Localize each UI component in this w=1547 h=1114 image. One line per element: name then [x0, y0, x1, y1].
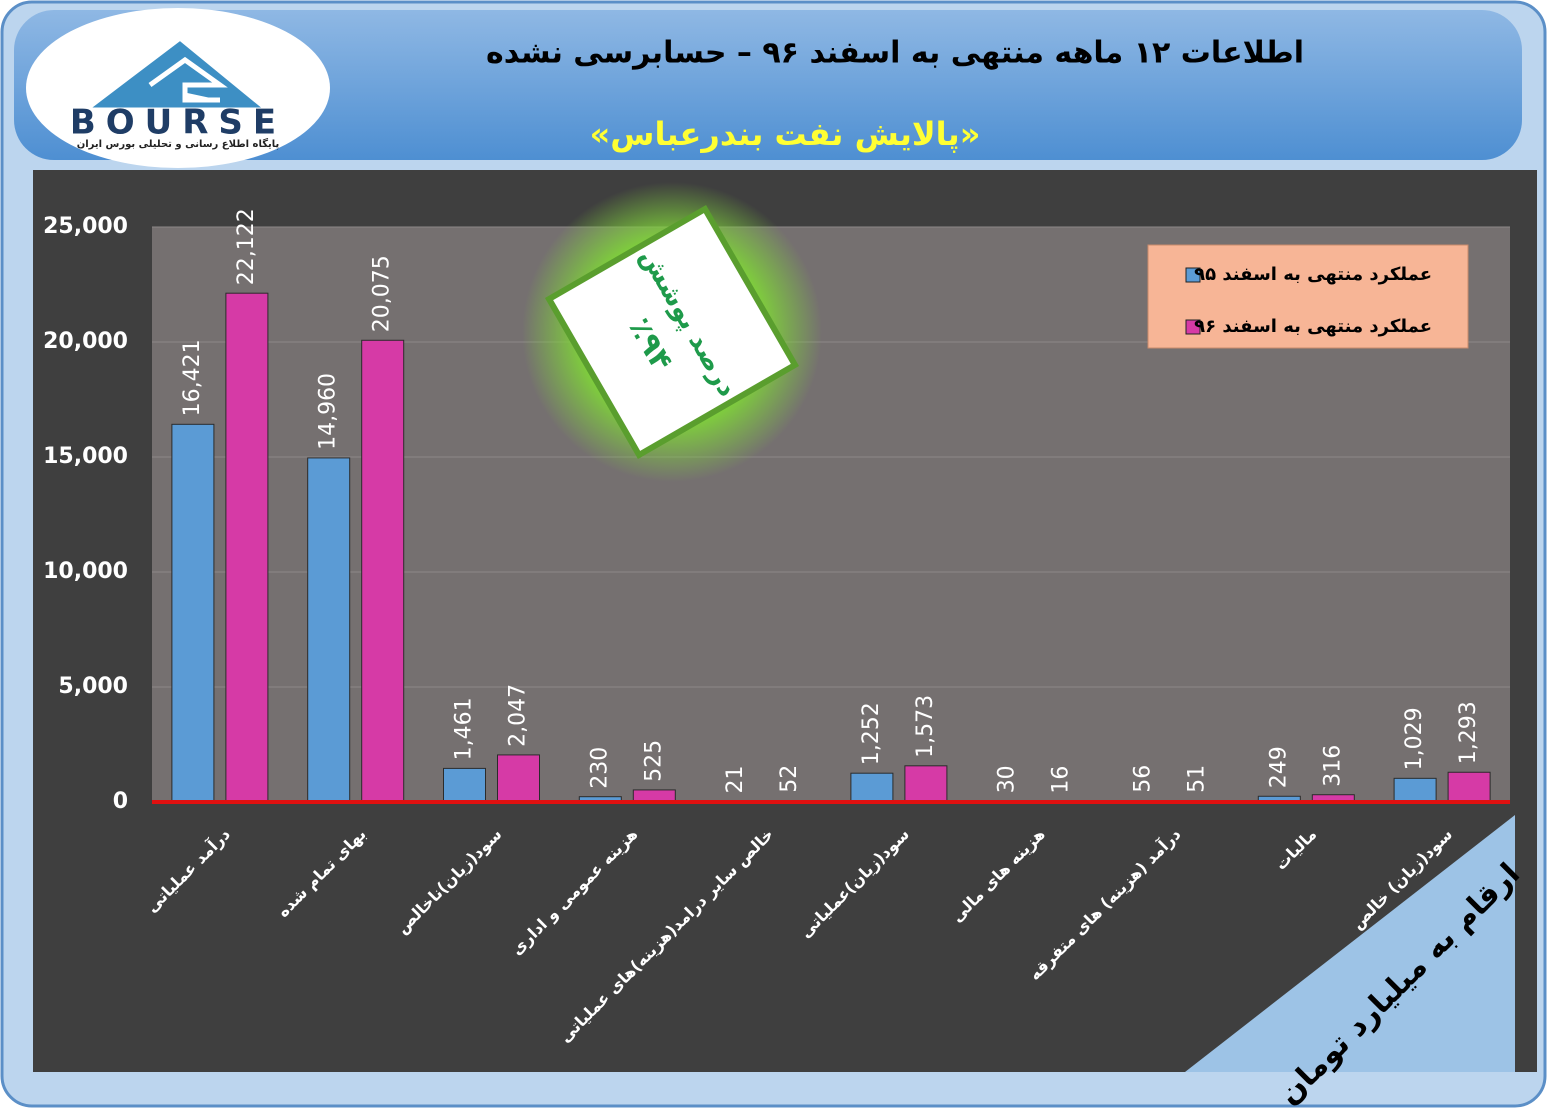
value-label: 1,293	[1456, 701, 1481, 764]
bar	[444, 768, 486, 802]
value-label: 56	[1131, 765, 1156, 793]
y-tick-label: 20,000	[43, 329, 128, 354]
bar	[362, 340, 404, 802]
value-label: 2,047	[506, 684, 531, 747]
value-label: 1,252	[859, 702, 884, 765]
value-label: 1,573	[913, 695, 938, 758]
y-tick-label: 5,000	[58, 674, 128, 699]
bar	[905, 766, 947, 802]
chart-title: اطلاعات ۱۲ ماهه منتهی به اسفند ۹۶ – حساب…	[486, 36, 1304, 71]
bar	[851, 773, 893, 802]
value-label: 525	[641, 740, 666, 782]
bar	[1448, 772, 1490, 802]
bar	[308, 458, 350, 802]
y-tick-label: 15,000	[43, 444, 128, 469]
value-label: 14,960	[316, 373, 341, 450]
y-tick-label: 25,000	[43, 214, 128, 239]
value-label: 21	[723, 766, 748, 794]
value-label: 1,029	[1402, 707, 1427, 770]
logo-subtitle: پایگاه اطلاع رسانی و تحلیلی بورس ایران	[77, 137, 280, 150]
value-label: 16	[1049, 766, 1074, 794]
logo-text: BOURSE	[70, 103, 286, 143]
y-tick-label: 0	[113, 789, 128, 814]
bar	[1394, 778, 1436, 802]
value-label: 16,421	[180, 339, 205, 416]
value-label: 51	[1185, 765, 1210, 793]
value-label: 316	[1320, 745, 1345, 787]
value-label: 249	[1266, 746, 1291, 788]
bar	[498, 755, 540, 802]
bar	[226, 293, 268, 802]
value-label: 52	[777, 765, 802, 793]
value-label: 20,075	[370, 255, 395, 332]
legend-label: عملکرد منتهی به اسفند ۹۶	[1194, 316, 1432, 337]
value-label: 1,461	[452, 697, 477, 760]
value-label: 22,122	[234, 208, 259, 285]
legend-label: عملکرد منتهی به اسفند ۹۵	[1194, 264, 1432, 285]
bar	[172, 424, 214, 802]
value-label: 230	[587, 747, 612, 789]
y-tick-label: 10,000	[43, 559, 128, 584]
chart-subtitle: «پالایش نفت بندرعباس»	[590, 115, 981, 153]
value-label: 30	[995, 765, 1020, 793]
